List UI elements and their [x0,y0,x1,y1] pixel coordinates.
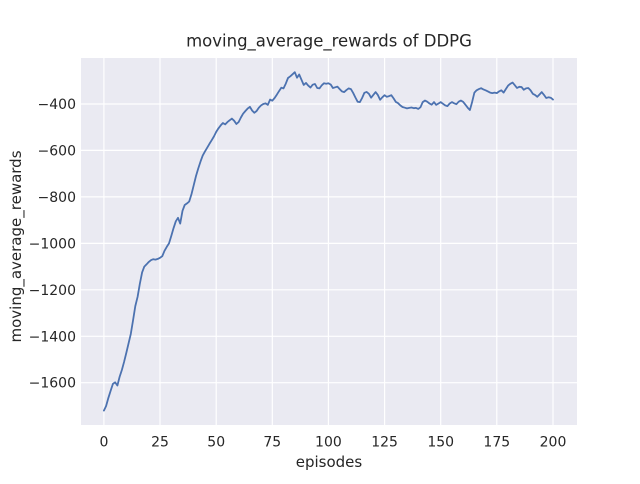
chart-title: moving_average_rewards of DDPG [186,32,472,52]
gridlines [81,58,577,425]
x-tick-label: 200 [540,435,567,451]
y-tick-label: −1200 [29,283,76,299]
y-tick-label: −1600 [29,376,76,392]
y-tick-label: −400 [38,97,76,113]
x-tick-label: 150 [427,435,454,451]
y-axis-label: moving_average_rewards [7,150,26,342]
y-tick-label: −1400 [29,329,76,345]
x-tick-label: 125 [371,435,398,451]
y-tick-label: −800 [38,190,76,206]
x-tick-label: 0 [99,435,108,451]
reward-line [103,71,554,412]
x-axis-ticks: 0 25 50 75 100 125 150 175 200 [99,435,566,451]
x-tick-label: 75 [263,435,281,451]
x-tick-label: 175 [483,435,510,451]
x-tick-label: 100 [315,435,342,451]
y-tick-label: −600 [38,143,76,159]
y-tick-label: −1000 [29,236,76,252]
y-axis-ticks: −400 −600 −800 −1000 −1200 −1400 −1600 [29,97,76,392]
x-tick-label: 25 [151,435,169,451]
x-tick-label: 50 [207,435,225,451]
x-axis-label: episodes [296,453,363,471]
